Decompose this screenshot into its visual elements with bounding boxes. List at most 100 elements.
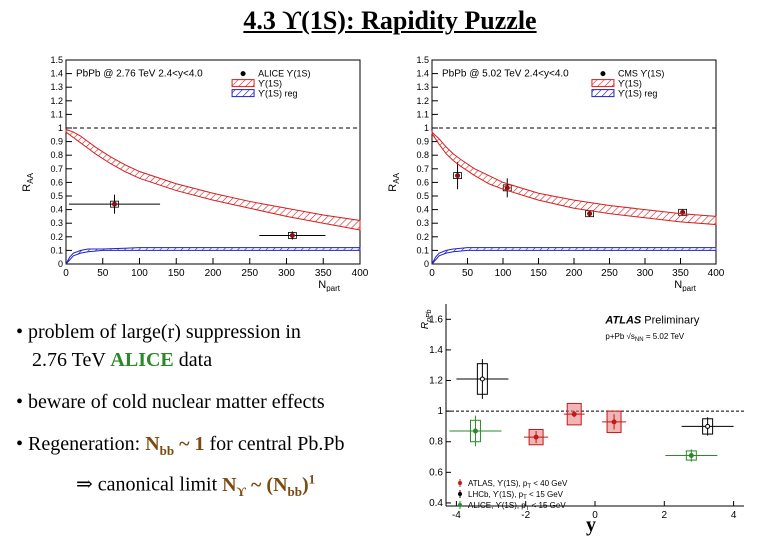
legend-label-2: ALICE, ϒ(1S), pT < 15 GeV [468, 501, 566, 512]
data-marker [533, 434, 539, 440]
y-tick-label: 0.5 [416, 191, 429, 201]
y-tick-label: 0.4 [429, 498, 443, 509]
y-tick-label: 1.5 [50, 55, 63, 65]
x-axis-label: Npart [318, 279, 341, 292]
data-point-2 [585, 210, 595, 218]
chart-panel-pbpb-2.76: 0 0.1 0.2 0.3 0.4 0.5 0.6 0.7 0.8 0.9 1 1.1 1.2 1.3 1.… [18, 52, 378, 293]
y-tick-label: 1.1 [416, 109, 429, 119]
sys-box [110, 200, 119, 208]
data-marker [479, 376, 485, 382]
ny-n: N [222, 473, 237, 496]
data-point-1 [259, 231, 326, 240]
collision-label-end: = 5.02 TeV [644, 332, 685, 341]
x-axis-label-sub: part [682, 284, 697, 292]
y-axis-label-sub: pPb [426, 309, 433, 323]
data-marker [587, 211, 593, 217]
energy-text: 2.76 TeV [32, 349, 111, 371]
raa-chart-svg-0: 0 0.1 0.2 0.3 0.4 0.5 0.6 0.7 0.8 0.9 1 1.1 1.2 1.3 1.… [21, 55, 369, 293]
y-tick-label: 0.3 [50, 218, 63, 228]
x-axis-label-sub: part [326, 284, 341, 292]
x-tick-label: 200 [205, 268, 222, 279]
theory-band-1 [65, 128, 361, 231]
y-tick-label: 0.8 [50, 150, 63, 160]
y-tick-label: 0.4 [416, 205, 429, 215]
rppb-point-1-0 [456, 359, 509, 399]
y-tick-label: 1.2 [416, 96, 429, 106]
nbb-n: N [145, 433, 160, 455]
y-tick-label: 1.5 [416, 55, 429, 65]
data-marker [112, 201, 118, 207]
legend-label-0: CMS ϒ(1S) [618, 69, 664, 79]
y-tick-label: 1.4 [50, 69, 63, 79]
canonical-formula: Nϒ ~ (Nbb)1 [222, 471, 315, 499]
y-tick-label: 0.4 [50, 205, 63, 215]
bullet-suppression-line2: 2.76 TeV ALICE data [16, 346, 436, 374]
legend-label-0: ATLAS, ϒ(1S), pT < 40 GeV [468, 479, 568, 490]
ny-sub: ϒ [236, 483, 247, 499]
chart-panel-pbpb-5.02: 0 0.1 0.2 0.3 0.4 0.5 0.6 0.7 0.8 0.9 1 1.1 1.2 1.3 1.… [384, 52, 734, 293]
alice-label: ALICE [110, 349, 174, 371]
theory-band-2 [65, 247, 361, 265]
legend-sub-0: T [527, 484, 531, 490]
y-tick-label: 0.6 [416, 177, 429, 187]
y-tick-label: 0.8 [429, 437, 443, 448]
legend-label-2: ϒ(1S) reg [258, 89, 297, 99]
legend-label-1: LHCb, ϒ(1S), pT < 15 GeV [468, 490, 564, 501]
x-tick-label: 250 [241, 268, 258, 279]
atlas-bold: ATLAS [604, 314, 642, 326]
y-tick-label: 0.7 [50, 164, 63, 174]
legend-swatch-2 [591, 89, 615, 98]
x-tick-label: -4 [452, 510, 461, 521]
y-tick-label: 1.4 [429, 345, 443, 356]
x-tick-label: 250 [601, 268, 618, 279]
x-tick-label: 0 [429, 268, 435, 279]
y-tick-label: 0.8 [416, 150, 429, 160]
legend-swatch-2 [231, 89, 255, 98]
sys-box [287, 232, 297, 239]
legend-sub-1: T [523, 495, 527, 501]
y-tick-label: 1.3 [50, 82, 63, 92]
atlas-label: ATLAS Preliminary [604, 314, 699, 326]
x-tick-label: 4 [731, 510, 737, 521]
y-tick-label: 0.7 [416, 164, 429, 174]
x-tick-label: -2 [521, 510, 530, 521]
y-tick-label: 1.2 [429, 376, 443, 387]
data-marker [289, 232, 295, 238]
x-tick-label: 50 [462, 268, 474, 279]
collision-label: p+Pb √sNN = 5.02 TeV [605, 332, 684, 343]
legend-swatch-1 [591, 79, 615, 88]
legend-label-1: ϒ(1S) [618, 79, 642, 89]
close-paren: ) [302, 473, 309, 496]
bb-sub: bb [287, 483, 302, 499]
y-tick-label: 1 [58, 123, 63, 133]
sys-box [453, 172, 462, 179]
y-axis-label-sub: AA [392, 172, 401, 183]
y-tick-label: 0.5 [50, 191, 63, 201]
legend-label-0: ALICE ϒ(1S) [258, 69, 310, 79]
legend-swatch-1 [231, 79, 255, 88]
bullet-list: • problem of large(r) suppression in 2.7… [16, 318, 436, 520]
bullet-regeneration-line2: ⇒ canonical limit Nϒ ~ (Nbb)1 [16, 465, 436, 506]
x-tick-label: 100 [131, 268, 148, 279]
x-tick-label: 0 [592, 510, 598, 521]
legend-marker-0 [458, 481, 462, 486]
x-tick-label: 300 [637, 268, 654, 279]
theory-band-1 [431, 130, 717, 226]
y-axis-label-sub: AA [26, 172, 35, 183]
data-marker [472, 428, 478, 434]
y-tick-label: 0.2 [50, 232, 63, 242]
y-tick-label: 0.1 [50, 245, 63, 255]
legend-marker-2 [458, 503, 462, 508]
canonical-text: canonical limit [92, 473, 223, 496]
x-tick-label: 200 [566, 268, 583, 279]
slide-title: 4.3 ϒ(1S): Rapidity Puzzle [243, 6, 537, 35]
collision-label-sub: NN [635, 337, 644, 343]
data-point-0 [453, 162, 462, 190]
y-tick-label: 1.6 [429, 314, 443, 325]
theory-band-2 [431, 247, 717, 265]
x-tick-label: 2 [662, 510, 668, 521]
bullet-suppression: • problem of large(r) suppression in 2.7… [16, 318, 436, 374]
y-tick-label: 1.4 [416, 69, 429, 79]
x-tick-label: 400 [708, 268, 725, 279]
